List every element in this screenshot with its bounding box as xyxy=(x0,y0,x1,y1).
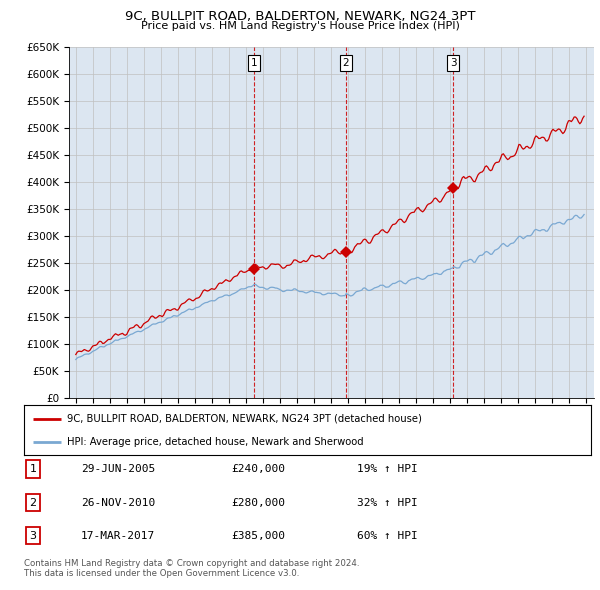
Text: This data is licensed under the Open Government Licence v3.0.: This data is licensed under the Open Gov… xyxy=(24,569,299,578)
Text: 19% ↑ HPI: 19% ↑ HPI xyxy=(357,464,418,474)
Text: 2: 2 xyxy=(29,498,37,507)
Text: Price paid vs. HM Land Registry's House Price Index (HPI): Price paid vs. HM Land Registry's House … xyxy=(140,21,460,31)
Text: HPI: Average price, detached house, Newark and Sherwood: HPI: Average price, detached house, Newa… xyxy=(67,437,363,447)
Text: 1: 1 xyxy=(251,58,257,68)
Text: Contains HM Land Registry data © Crown copyright and database right 2024.: Contains HM Land Registry data © Crown c… xyxy=(24,559,359,568)
Text: 32% ↑ HPI: 32% ↑ HPI xyxy=(357,498,418,507)
Text: £385,000: £385,000 xyxy=(231,531,285,540)
Text: 17-MAR-2017: 17-MAR-2017 xyxy=(81,531,155,540)
Text: 9C, BULLPIT ROAD, BALDERTON, NEWARK, NG24 3PT: 9C, BULLPIT ROAD, BALDERTON, NEWARK, NG2… xyxy=(125,10,475,23)
Text: 26-NOV-2010: 26-NOV-2010 xyxy=(81,498,155,507)
Text: £240,000: £240,000 xyxy=(231,464,285,474)
Text: 9C, BULLPIT ROAD, BALDERTON, NEWARK, NG24 3PT (detached house): 9C, BULLPIT ROAD, BALDERTON, NEWARK, NG2… xyxy=(67,414,421,424)
Text: 3: 3 xyxy=(29,531,37,540)
Text: £280,000: £280,000 xyxy=(231,498,285,507)
Text: 1: 1 xyxy=(29,464,37,474)
Text: 60% ↑ HPI: 60% ↑ HPI xyxy=(357,531,418,540)
Text: 2: 2 xyxy=(343,58,349,68)
Text: 29-JUN-2005: 29-JUN-2005 xyxy=(81,464,155,474)
Text: 3: 3 xyxy=(450,58,457,68)
